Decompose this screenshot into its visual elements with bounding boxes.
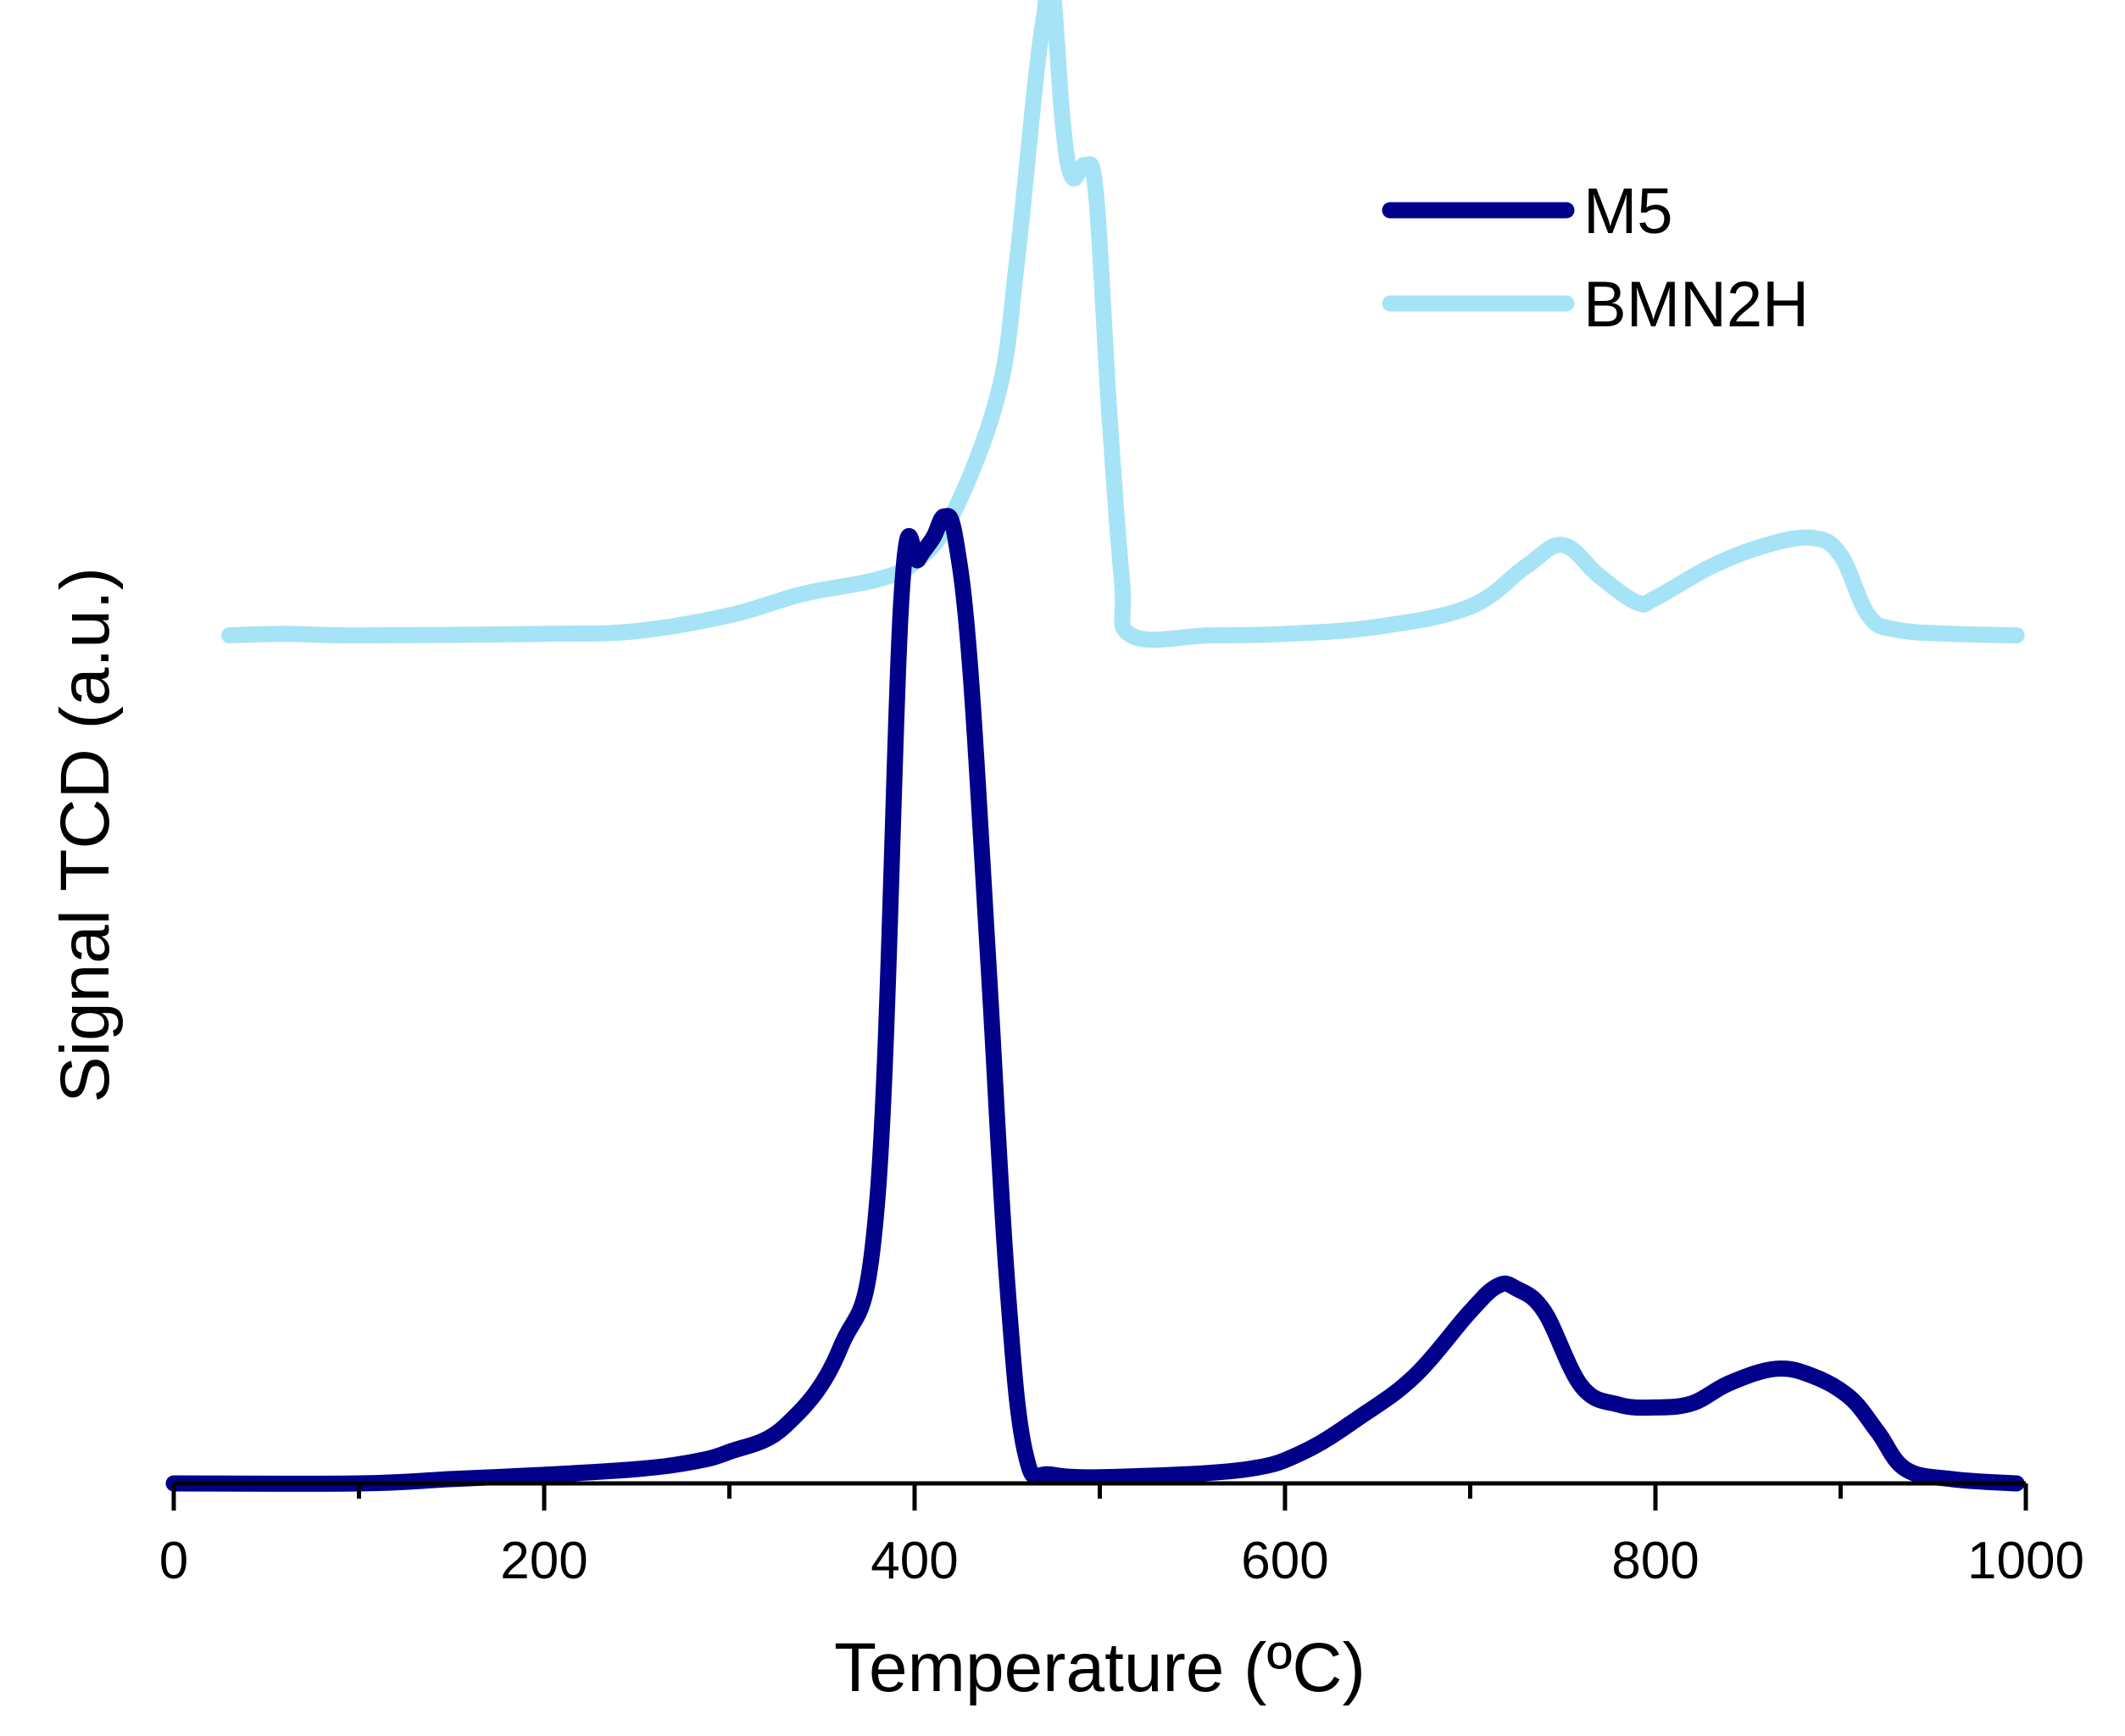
tick-layer: 0 200 400 600 800 1000 [159, 1483, 2084, 1590]
x-tick-label: 800 [1611, 1532, 1699, 1590]
series-layer [165, 0, 2025, 1492]
x-tick-label: 1000 [1967, 1532, 2084, 1590]
series-line-m5 [165, 508, 2025, 1492]
legend-label-bmn2h: BMN2H [1583, 269, 1809, 341]
x-tick-label: 200 [500, 1532, 587, 1590]
x-tick-label: 600 [1241, 1532, 1328, 1590]
x-tick-label: 400 [871, 1532, 958, 1590]
x-axis-title: Temperature (ºC) [834, 1629, 1366, 1706]
y-axis-title: Signal TCD (a.u.) [47, 567, 124, 1103]
legend: M5 BMN2H [1382, 175, 1809, 341]
series-line-bmn2h [221, 0, 2025, 648]
x-tick-label: 0 [159, 1532, 188, 1590]
plot-area: 0 200 400 600 800 1000 [159, 0, 2084, 1590]
legend-label-m5: M5 [1583, 175, 1673, 248]
